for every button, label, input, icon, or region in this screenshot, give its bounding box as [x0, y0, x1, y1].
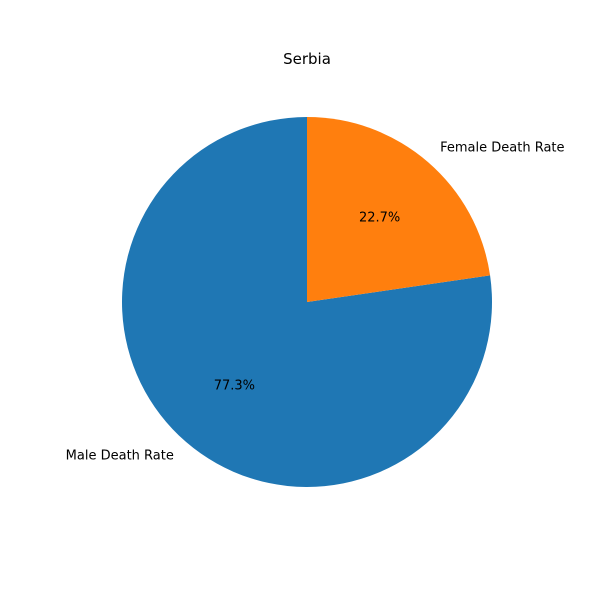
pie-slice-female — [307, 117, 491, 302]
percent-label-female: 22.7% — [359, 211, 400, 226]
chart-title: Serbia — [283, 50, 331, 68]
slice-label-female: Female Death Rate — [440, 141, 564, 156]
pie-slice-male — [122, 117, 493, 488]
percent-label-male: 77.3% — [214, 378, 255, 393]
pie-labels: Male Death Rate 77.3% Female Death Rate 22.… — [66, 141, 565, 464]
slice-label-male: Male Death Rate — [66, 448, 174, 463]
pie-slices — [122, 117, 493, 488]
